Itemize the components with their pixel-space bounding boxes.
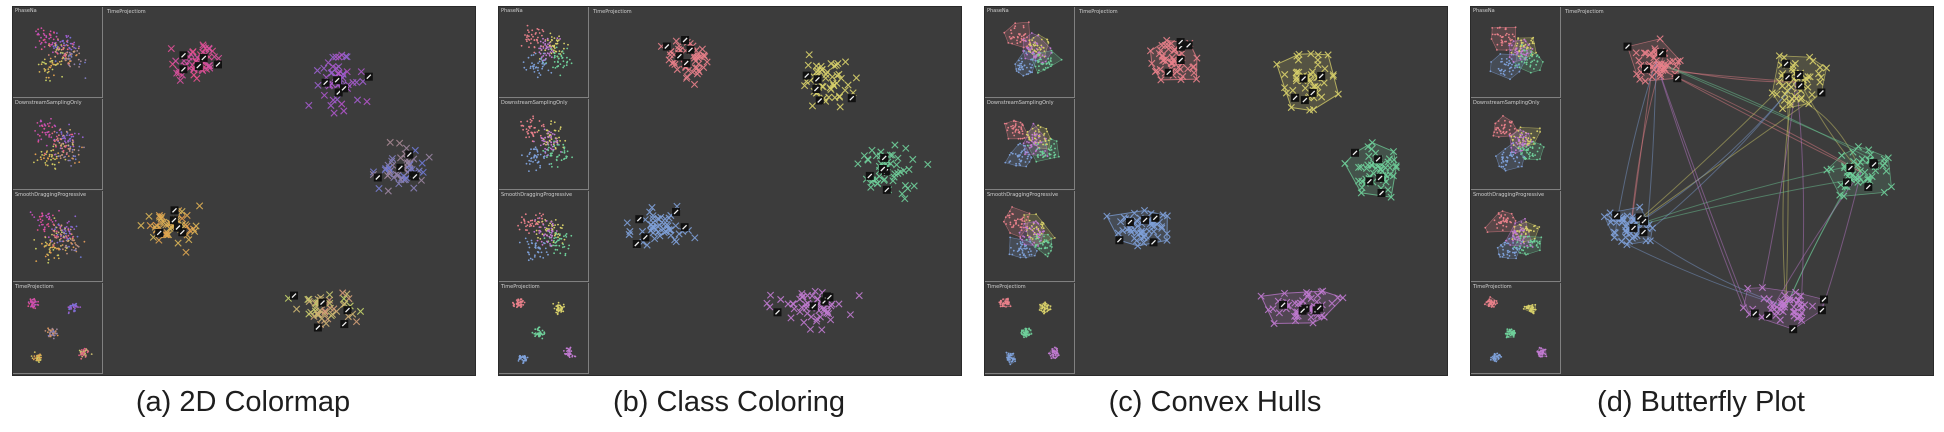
thumbnail-scatter — [34, 27, 87, 82]
projection-scatter — [623, 36, 932, 334]
main-view-label: TimeProjectiom — [1565, 9, 1604, 15]
thumbnail-label: PhaseNa — [501, 8, 523, 14]
thumbnail-scatter — [517, 212, 573, 262]
thumbnail-view-2[interactable]: DownstreamSamplingOnly — [985, 99, 1075, 190]
panel-caption: (a) 2D Colormap — [135, 386, 351, 418]
main-view-label: TimeProjectiom — [1079, 9, 1118, 15]
projection-scatter — [137, 41, 433, 332]
thumbnail-scatter — [520, 24, 573, 79]
thumbnail-label: TimeProjectiom — [1473, 284, 1512, 290]
thumbnail-scatter — [29, 209, 86, 264]
thumbnail-label: SmoothDraggingProgressive — [501, 192, 573, 198]
panel-caption: (d) Butterfly Plot — [1597, 386, 1805, 418]
thumbnail-scatter — [1484, 210, 1543, 260]
thumbnail-scatter — [512, 298, 577, 364]
thumbnail-view-3[interactable]: SmoothDraggingProgressive — [13, 191, 103, 282]
thumbnail-label: SmoothDraggingProgressive — [987, 192, 1059, 198]
main-projection-view[interactable]: TimeProjectiom — [1561, 7, 1933, 375]
thumbnail-scatter — [27, 297, 93, 363]
projection-scatter — [1103, 36, 1400, 328]
thumbnail-label: TimeProjectiom — [15, 284, 54, 290]
thumbnail-scatter — [33, 117, 85, 170]
thumbnail-view-1[interactable]: PhaseNa — [1471, 7, 1561, 98]
thumbnail-view-3[interactable]: SmoothDraggingProgressive — [985, 191, 1075, 282]
thumbnail-column: PhaseNa DownstreamSamplingOnly SmoothDra… — [1471, 7, 1561, 375]
thumbnail-scatter — [1492, 115, 1545, 172]
main-projection-view[interactable]: TimeProjectiom — [1075, 7, 1447, 375]
thumbnail-view-1[interactable]: PhaseNa — [499, 7, 589, 98]
thumbnail-label: DownstreamSamplingOnly — [501, 100, 568, 106]
thumbnail-scatter — [1483, 296, 1548, 363]
main-view-label: TimeProjectiom — [593, 9, 632, 15]
thumbnail-label: SmoothDraggingProgressive — [15, 192, 87, 198]
thumbnail-label: DownstreamSamplingOnly — [987, 100, 1054, 106]
thumbnail-view-4[interactable]: TimeProjectiom — [985, 283, 1075, 374]
thumbnail-view-2[interactable]: DownstreamSamplingOnly — [13, 99, 103, 190]
panel-c: PhaseNa DownstreamSamplingOnly SmoothDra… — [984, 6, 1448, 376]
thumbnail-column: PhaseNa DownstreamSamplingOnly SmoothDra… — [13, 7, 103, 375]
projection-scatter — [1600, 35, 1895, 334]
thumbnail-label: TimeProjectiom — [987, 284, 1026, 290]
panel-d: PhaseNa DownstreamSamplingOnly SmoothDra… — [1470, 6, 1934, 376]
thumbnail-view-2[interactable]: DownstreamSamplingOnly — [1471, 99, 1561, 190]
thumbnail-view-2[interactable]: DownstreamSamplingOnly — [499, 99, 589, 190]
thumbnail-view-1[interactable]: PhaseNa — [13, 7, 103, 98]
thumbnail-column: PhaseNa DownstreamSamplingOnly SmoothDra… — [985, 7, 1075, 375]
panel-caption: (c) Convex Hulls — [1108, 386, 1322, 418]
panel-a: PhaseNa DownstreamSamplingOnly SmoothDra… — [12, 6, 476, 376]
thumbnail-label: DownstreamSamplingOnly — [15, 100, 82, 106]
thumbnail-scatter — [998, 297, 1060, 366]
thumbnail-column: PhaseNa DownstreamSamplingOnly SmoothDra… — [499, 7, 589, 375]
main-projection-view[interactable]: TimeProjectiom — [103, 7, 475, 375]
thumbnail-scatter — [1003, 119, 1060, 168]
main-view-label: TimeProjectiom — [107, 9, 146, 15]
panel-b: PhaseNa DownstreamSamplingOnly SmoothDra… — [498, 6, 962, 376]
thumbnail-scatter — [520, 115, 573, 172]
thumbnail-label: SmoothDraggingProgressive — [1473, 192, 1545, 198]
panel-caption: (b) Class Coloring — [612, 386, 846, 418]
thumbnail-view-3[interactable]: SmoothDraggingProgressive — [499, 191, 589, 282]
thumbnail-view-4[interactable]: TimeProjectiom — [499, 283, 589, 374]
thumbnail-label: PhaseNa — [987, 8, 1009, 14]
thumbnail-view-1[interactable]: PhaseNa — [985, 7, 1075, 98]
thumbnail-view-3[interactable]: SmoothDraggingProgressive — [1471, 191, 1561, 282]
main-projection-view[interactable]: TimeProjectiom — [589, 7, 961, 375]
thumbnail-view-4[interactable]: TimeProjectiom — [13, 283, 103, 374]
thumbnail-view-4[interactable]: TimeProjectiom — [1471, 283, 1561, 374]
thumbnail-label: TimeProjectiom — [501, 284, 540, 290]
thumbnail-label: DownstreamSamplingOnly — [1473, 100, 1540, 106]
thumbnail-label: PhaseNa — [1473, 8, 1495, 14]
thumbnail-scatter — [1003, 206, 1056, 259]
thumbnail-scatter — [1489, 26, 1544, 81]
thumbnail-label: PhaseNa — [15, 8, 37, 14]
thumbnail-scatter — [1003, 21, 1063, 77]
